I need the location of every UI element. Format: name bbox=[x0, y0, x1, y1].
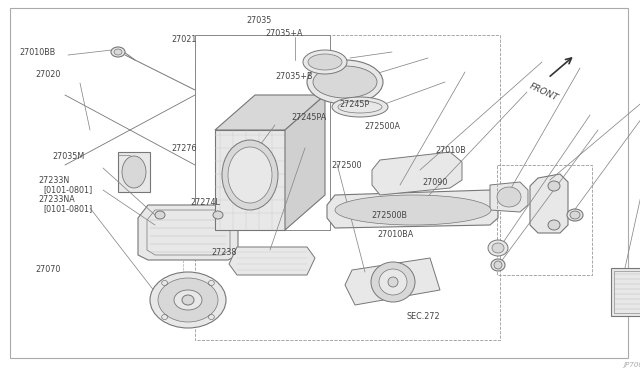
Bar bbox=[195, 35, 330, 230]
Polygon shape bbox=[372, 152, 462, 195]
Ellipse shape bbox=[332, 97, 388, 117]
Polygon shape bbox=[215, 130, 285, 230]
Ellipse shape bbox=[114, 49, 122, 55]
Text: JP70009X: JP70009X bbox=[623, 362, 640, 368]
Text: 27035: 27035 bbox=[246, 16, 272, 25]
Ellipse shape bbox=[213, 211, 223, 219]
Text: [0101-0801]: [0101-0801] bbox=[44, 185, 93, 194]
Text: 272500A: 272500A bbox=[365, 122, 401, 131]
Polygon shape bbox=[215, 95, 325, 130]
Text: 27245P: 27245P bbox=[339, 100, 369, 109]
Text: 27021: 27021 bbox=[172, 35, 197, 44]
Ellipse shape bbox=[222, 140, 278, 210]
Text: 27010BA: 27010BA bbox=[378, 230, 414, 239]
Polygon shape bbox=[327, 190, 498, 228]
Ellipse shape bbox=[150, 272, 226, 328]
Bar bbox=[611, 268, 640, 316]
Polygon shape bbox=[530, 174, 568, 233]
Ellipse shape bbox=[491, 259, 505, 271]
Polygon shape bbox=[229, 247, 315, 275]
Polygon shape bbox=[285, 95, 325, 230]
Ellipse shape bbox=[548, 181, 560, 191]
Text: 27238: 27238 bbox=[211, 248, 237, 257]
Bar bbox=[497, 165, 592, 275]
Ellipse shape bbox=[228, 147, 272, 203]
Text: 27020: 27020 bbox=[35, 70, 61, 79]
Text: 27233N: 27233N bbox=[38, 176, 70, 185]
Text: 27070: 27070 bbox=[35, 265, 61, 274]
Ellipse shape bbox=[567, 209, 583, 221]
Text: 27276: 27276 bbox=[172, 144, 197, 153]
Text: 27090: 27090 bbox=[422, 178, 448, 187]
Text: FRONT: FRONT bbox=[528, 82, 559, 103]
Ellipse shape bbox=[494, 261, 502, 269]
Polygon shape bbox=[138, 205, 238, 260]
Bar bbox=[118, 152, 150, 192]
Polygon shape bbox=[490, 182, 528, 212]
Text: 27010BB: 27010BB bbox=[19, 48, 56, 57]
Text: 272500B: 272500B bbox=[371, 211, 407, 220]
Text: 27035+B: 27035+B bbox=[275, 72, 313, 81]
Text: SEC.272: SEC.272 bbox=[406, 312, 440, 321]
Ellipse shape bbox=[158, 278, 218, 322]
Ellipse shape bbox=[388, 277, 398, 287]
Ellipse shape bbox=[307, 60, 383, 104]
Ellipse shape bbox=[111, 47, 125, 57]
Ellipse shape bbox=[371, 262, 415, 302]
Text: 27010B: 27010B bbox=[435, 146, 466, 155]
Ellipse shape bbox=[122, 156, 146, 188]
Text: 27274L: 27274L bbox=[191, 198, 221, 207]
Ellipse shape bbox=[497, 187, 521, 207]
Ellipse shape bbox=[182, 295, 194, 305]
Ellipse shape bbox=[303, 50, 347, 74]
Polygon shape bbox=[345, 258, 440, 305]
Ellipse shape bbox=[379, 269, 407, 295]
Ellipse shape bbox=[174, 290, 202, 310]
Ellipse shape bbox=[570, 211, 580, 219]
Ellipse shape bbox=[313, 66, 377, 98]
Ellipse shape bbox=[155, 211, 165, 219]
Text: 27035M: 27035M bbox=[52, 153, 84, 161]
Text: 27245PA: 27245PA bbox=[291, 113, 326, 122]
Ellipse shape bbox=[335, 195, 491, 225]
Ellipse shape bbox=[488, 240, 508, 256]
Ellipse shape bbox=[492, 243, 504, 253]
Text: 272500: 272500 bbox=[331, 161, 362, 170]
Text: 27233NA: 27233NA bbox=[38, 195, 75, 204]
Ellipse shape bbox=[308, 54, 342, 70]
Bar bbox=[614, 271, 640, 313]
Text: 27035+A: 27035+A bbox=[266, 29, 303, 38]
Ellipse shape bbox=[548, 220, 560, 230]
Text: [0101-0801]: [0101-0801] bbox=[44, 205, 93, 214]
